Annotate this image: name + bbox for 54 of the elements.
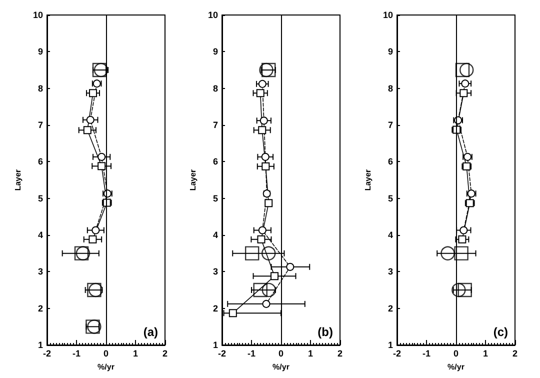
y-tick-label: 4 bbox=[38, 230, 43, 240]
x-axis-title: %/yr bbox=[448, 362, 464, 372]
y-tick-label: 4 bbox=[212, 230, 218, 240]
y-tick-label: 8 bbox=[38, 83, 43, 94]
y-tick-label: 10 bbox=[32, 10, 43, 20]
x-tick-label: -1 bbox=[247, 348, 256, 358]
y-tick-label: 9 bbox=[388, 46, 393, 57]
y-tick-label: 2 bbox=[388, 303, 393, 314]
y-tick-label: 7 bbox=[38, 120, 43, 130]
x-tick-label: 1 bbox=[482, 348, 488, 358]
y-tick-label: 10 bbox=[382, 10, 393, 20]
y-axis-title: Layer bbox=[364, 169, 373, 191]
annotation: (b) bbox=[318, 325, 334, 339]
y-tick-label: 1 bbox=[388, 340, 393, 350]
y-axis-title: Layer bbox=[188, 169, 198, 191]
x-tick-label: -1 bbox=[422, 348, 431, 358]
y-tick-label: 3 bbox=[38, 266, 43, 277]
x-tick-label: 1 bbox=[132, 348, 138, 358]
x-tick-label: 2 bbox=[512, 348, 518, 358]
y-tick-label: 5 bbox=[38, 193, 43, 204]
annotation: (a) bbox=[143, 325, 158, 339]
x-axis-title: %/yr bbox=[98, 362, 114, 372]
x-tick-label: -1 bbox=[72, 348, 81, 358]
y-tick-label: 5 bbox=[212, 193, 218, 204]
y-axis-title: Layer bbox=[14, 169, 23, 191]
x-tick-label: -2 bbox=[218, 348, 226, 358]
y-tick-label: 7 bbox=[388, 120, 393, 130]
x-tick-label: -2 bbox=[42, 348, 52, 358]
y-tick-label: 10 bbox=[208, 10, 218, 20]
y-tick-label: 9 bbox=[212, 46, 218, 57]
x-tick-label: -2 bbox=[392, 348, 402, 358]
x-tick-label: 2 bbox=[337, 348, 343, 358]
x-tick-label: 2 bbox=[162, 348, 168, 358]
y-tick-label: 1 bbox=[212, 340, 218, 350]
y-tick-label: 2 bbox=[38, 303, 43, 314]
y-tick-label: 3 bbox=[212, 266, 218, 277]
x-tick-label: 0 bbox=[453, 348, 459, 358]
y-tick-label: 3 bbox=[388, 266, 393, 277]
y-tick-label: 8 bbox=[388, 83, 393, 94]
y-tick-label: 9 bbox=[38, 46, 43, 57]
x-tick-label: 0 bbox=[278, 348, 284, 358]
x-axis-title: %/yr bbox=[272, 362, 290, 372]
y-tick-label: 4 bbox=[388, 230, 393, 240]
y-tick-label: 8 bbox=[212, 83, 218, 94]
x-tick-label: 0 bbox=[103, 348, 109, 358]
annotation: (c) bbox=[493, 325, 508, 339]
y-tick-label: 1 bbox=[38, 340, 43, 350]
y-tick-label: 7 bbox=[212, 120, 218, 130]
x-tick-label: 1 bbox=[308, 348, 314, 358]
y-tick-label: 6 bbox=[388, 156, 393, 167]
y-tick-label: 6 bbox=[212, 156, 218, 167]
y-tick-label: 5 bbox=[388, 193, 393, 204]
y-tick-label: 2 bbox=[212, 303, 218, 314]
y-tick-label: 6 bbox=[38, 156, 43, 167]
